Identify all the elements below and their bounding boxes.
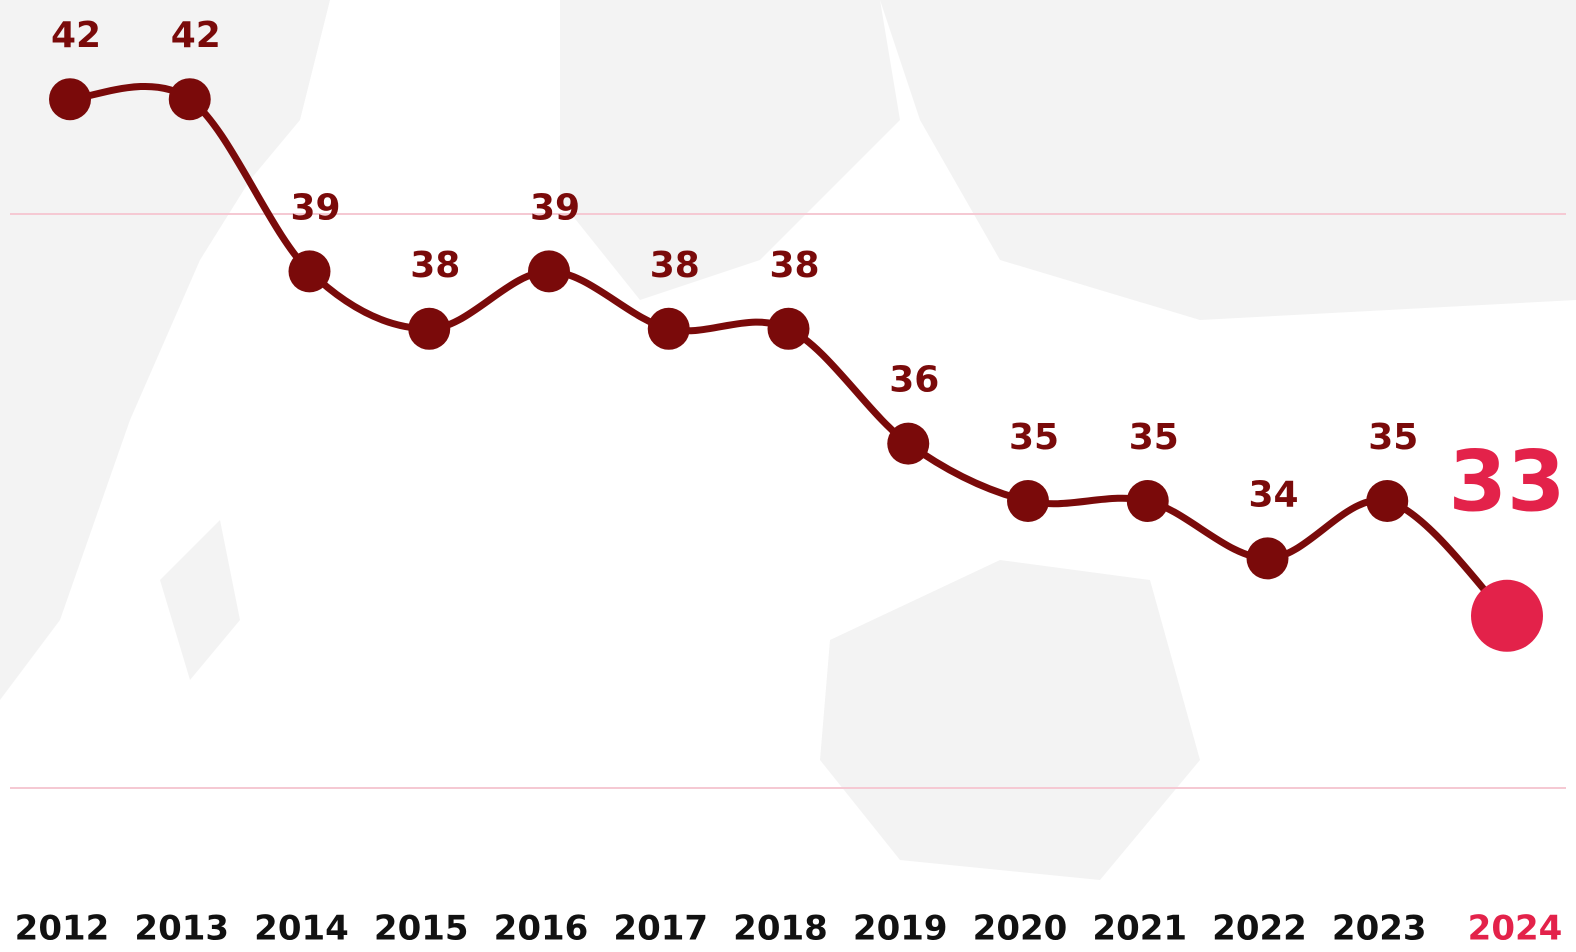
value-label: 34: [1248, 474, 1298, 515]
point: [1471, 579, 1543, 652]
value-label: 42: [51, 15, 101, 56]
point: [1007, 480, 1049, 522]
point: [1366, 480, 1409, 522]
x-tick-label: 2020: [973, 909, 1068, 949]
value-label: 33: [1449, 433, 1566, 531]
point: [1246, 537, 1289, 580]
x-tick-label: 2014: [254, 909, 349, 949]
x-tick-label: 2018: [733, 909, 828, 949]
value-label: 39: [530, 187, 580, 228]
x-tick-label: 2016: [494, 909, 589, 949]
value-label: 38: [650, 245, 700, 286]
x-tick-label: 2017: [613, 909, 708, 949]
value-label: 35: [1009, 417, 1059, 458]
value-label: 36: [889, 360, 939, 401]
value-label: 39: [290, 187, 340, 228]
x-tick-label: 2022: [1212, 909, 1307, 949]
x-tick-label: 2015: [374, 909, 469, 949]
point: [647, 307, 690, 350]
point: [288, 250, 331, 293]
x-tick-label: 2021: [1092, 909, 1187, 949]
x-tick-label: 2024: [1468, 909, 1563, 949]
point: [767, 307, 810, 350]
value-label: 35: [1368, 417, 1418, 458]
point: [408, 307, 451, 350]
value-label: 38: [769, 245, 819, 286]
x-tick-label: 2012: [15, 909, 110, 949]
point: [49, 78, 91, 121]
value-label: 35: [1129, 417, 1179, 458]
x-tick-label: 2013: [134, 909, 229, 949]
value-label: 38: [410, 245, 460, 286]
x-tick-label: 2019: [853, 909, 948, 949]
value-label: 42: [171, 15, 221, 56]
x-tick-label: 2023: [1332, 909, 1427, 949]
point: [887, 422, 930, 465]
point: [1126, 480, 1169, 522]
point: [528, 250, 570, 293]
background-map: [0, 0, 1576, 880]
point: [168, 78, 211, 121]
